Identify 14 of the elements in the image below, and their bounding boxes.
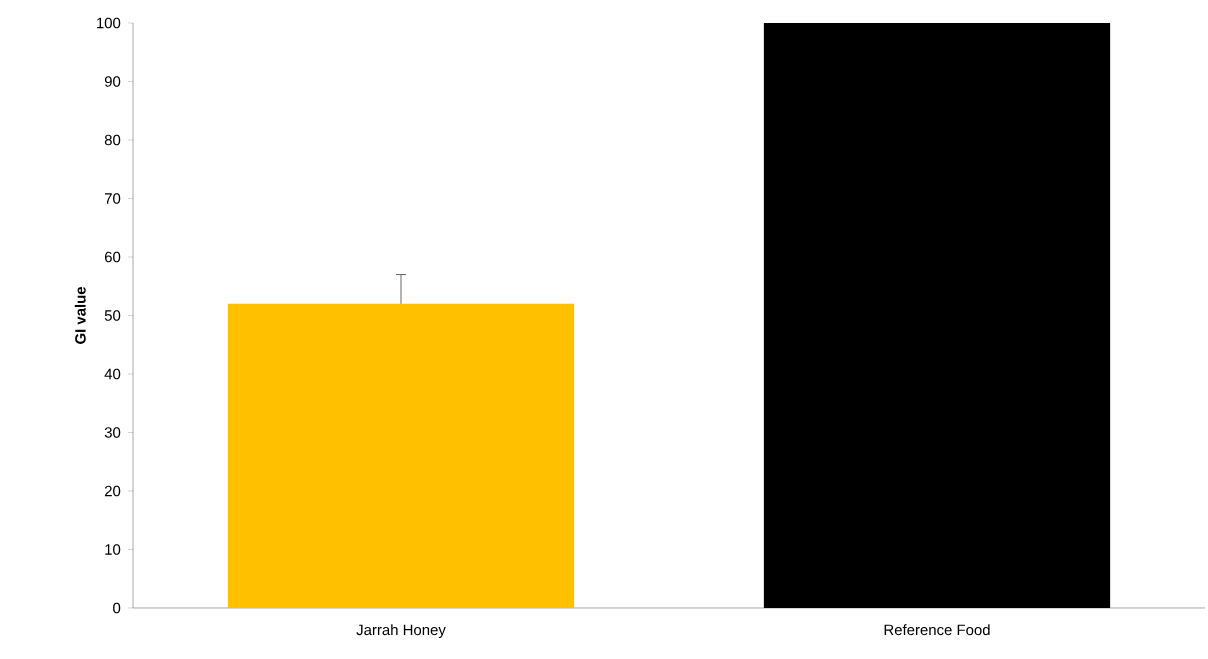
- y-tick-label: 0: [113, 602, 121, 614]
- y-tick-label: 80: [104, 134, 121, 146]
- y-tick-label: 60: [104, 251, 121, 263]
- y-tick-label: 100: [97, 17, 121, 29]
- y-tick-label: 40: [104, 368, 121, 380]
- y-tick-label: 50: [104, 310, 121, 321]
- y-tick-label: 90: [104, 76, 121, 87]
- y-tick-label: 20: [104, 485, 121, 497]
- x-tick-label: Jarrah Honey: [356, 624, 446, 639]
- y-tick-label: 70: [104, 193, 121, 204]
- y-tick-label: 10: [105, 544, 121, 555]
- y-tick-label: 30: [104, 427, 121, 438]
- x-tick-label: Reference Food: [884, 624, 990, 636]
- y-axis-title: GI value: [74, 286, 86, 344]
